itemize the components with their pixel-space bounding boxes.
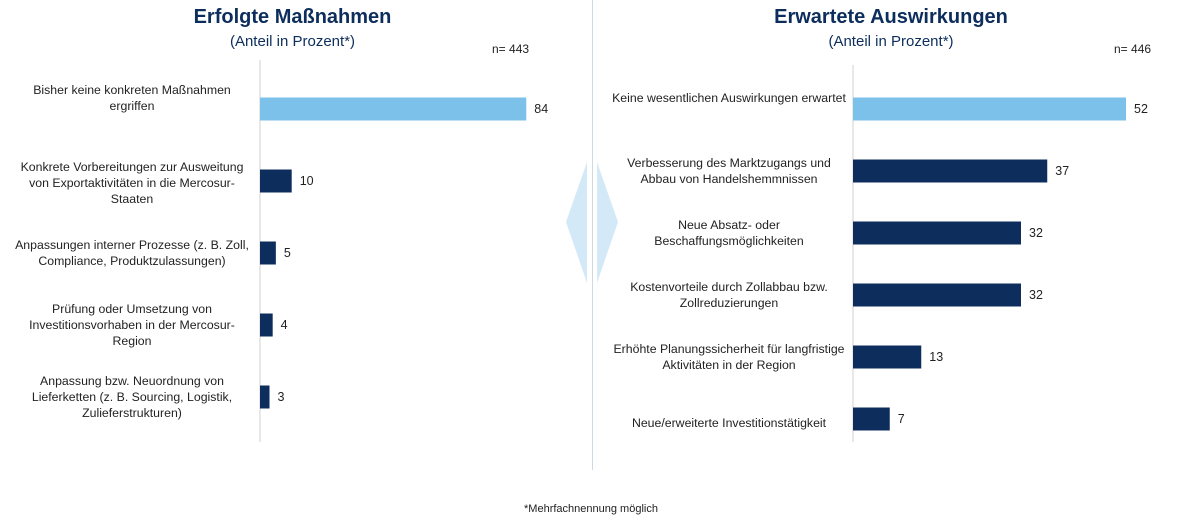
left-value-label: 5 [284, 246, 291, 260]
left-bar [260, 169, 292, 193]
left-category-label: Anpassungen interner Prozesse (z. B. Zol… [15, 238, 249, 268]
right-bar [853, 407, 890, 431]
right-value-label: 7 [898, 412, 905, 426]
right-value-label: 37 [1055, 164, 1069, 178]
right-category-label: Keine wesentlichen Auswirkungen erwartet [612, 91, 846, 105]
right-sample-size: n= 446 [1114, 42, 1152, 56]
left-value-label: 10 [300, 174, 314, 188]
right-bar [853, 283, 1021, 307]
right-value-label: 52 [1134, 102, 1148, 116]
center-arrows [566, 162, 618, 283]
right-chart-panel: Erwartete Auswirkungen (Anteil in Prozen… [600, 0, 1182, 470]
left-value-label: 84 [534, 102, 548, 116]
right-category-label: Neue Absatz- oder Beschaffungsmöglichkei… [654, 218, 804, 248]
right-chart-title: Erwartete Auswirkungen [774, 6, 1008, 28]
right-bar-chart: 52 37 32 32 13 7 [852, 65, 1148, 442]
right-chart-subtitle: (Anteil in Prozent*) [828, 33, 954, 50]
left-bar [260, 97, 527, 121]
left-category-label: Konkrete Vorbereitungen zur Ausweitung v… [20, 160, 244, 206]
left-sample-size: n= 443 [492, 42, 530, 56]
left-chart-panel: Erfolgte Maßnahmen (Anteil in Prozent*) … [0, 0, 585, 470]
left-value-label: 3 [278, 390, 285, 404]
right-bar [853, 159, 1048, 183]
left-category-label: Prüfung oder Umsetzung von Investitionsv… [29, 302, 235, 348]
right-category-label: Neue/erweiterte Investitionstätigkeit [631, 416, 827, 430]
right-category-label: Kostenvorteile durch Zollabbau bzw. Zoll… [630, 280, 828, 310]
right-bar [853, 345, 922, 369]
left-chart-title: Erfolgte Maßnahmen [193, 6, 392, 28]
right-value-label: 32 [1029, 226, 1043, 240]
right-value-label: 32 [1029, 288, 1043, 302]
right-category-label: Verbesserung des Marktzugangs und Abbau … [627, 156, 831, 186]
left-category-label: Bisher keine konkreten Maßnahmen ergriff… [33, 83, 231, 113]
right-bar [853, 221, 1021, 245]
right-arrow-icon [597, 162, 618, 283]
panel-divider [592, 0, 593, 470]
left-bar [260, 313, 273, 337]
left-bar [260, 241, 276, 265]
right-category-label: Erhöhte Planungssicherheit für langfrist… [613, 342, 845, 372]
left-value-label: 4 [281, 318, 288, 332]
left-arrow-icon [566, 162, 587, 283]
left-bar [260, 385, 270, 409]
right-value-label: 13 [929, 350, 943, 364]
footnote: *Mehrfachnennung möglich [524, 503, 658, 515]
right-bar [853, 97, 1126, 121]
left-bar-chart: 84 10 5 4 3 [259, 60, 548, 442]
left-chart-subtitle: (Anteil in Prozent*) [229, 33, 356, 50]
left-category-label: Anpassung bzw. Neuordnung von Lieferkett… [31, 374, 233, 420]
